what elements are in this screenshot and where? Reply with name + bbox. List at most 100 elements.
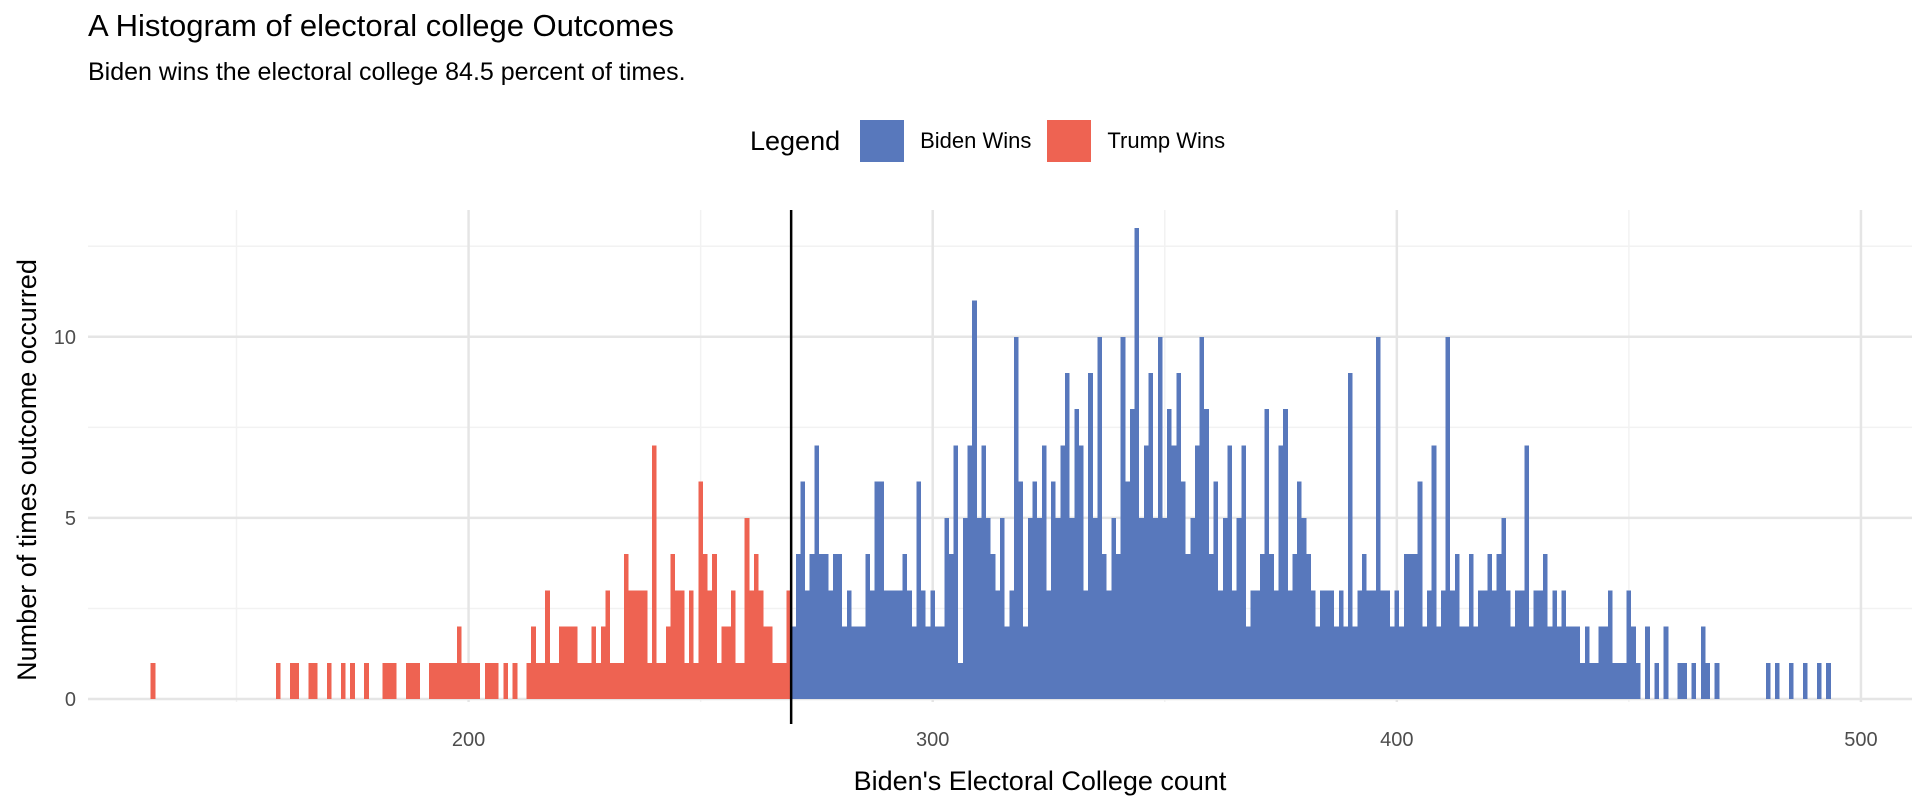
histogram-bar xyxy=(605,590,611,699)
histogram-bar xyxy=(925,626,931,699)
histogram-bar xyxy=(1106,590,1112,699)
histogram-bar xyxy=(1143,445,1149,699)
histogram-bar xyxy=(1663,626,1669,699)
histogram-bar xyxy=(888,590,894,699)
histogram-bar xyxy=(1385,590,1390,699)
histogram-bar xyxy=(1018,481,1024,699)
histogram-bar xyxy=(818,554,824,699)
histogram-bar xyxy=(535,662,541,699)
histogram-bar xyxy=(781,662,787,699)
histogram-bar xyxy=(716,662,722,699)
histogram-bar xyxy=(642,590,648,699)
histogram-bar xyxy=(990,554,996,699)
histogram-bar xyxy=(1505,590,1511,699)
histogram-bar xyxy=(786,590,792,699)
histogram-bar xyxy=(860,626,866,699)
histogram-bar xyxy=(689,590,694,699)
histogram-bar xyxy=(865,554,871,699)
histogram-bar xyxy=(767,626,773,699)
histogram-bar xyxy=(1041,445,1047,699)
histogram-bar xyxy=(698,481,703,699)
histogram-bar xyxy=(661,662,666,699)
histogram-bar xyxy=(1413,554,1418,699)
histogram-bar xyxy=(1775,662,1780,699)
histogram-bar xyxy=(624,554,629,699)
histogram-bar xyxy=(1069,517,1075,699)
histogram-bar xyxy=(1802,662,1808,699)
histogram-bar xyxy=(735,662,741,699)
histogram-bar xyxy=(512,662,518,699)
histogram-bar xyxy=(916,481,922,699)
histogram-bar xyxy=(1329,590,1335,699)
histogram-bar xyxy=(494,662,499,699)
histogram-bar xyxy=(591,626,597,699)
histogram-bar xyxy=(842,626,847,699)
histogram-bar xyxy=(930,590,936,699)
histogram-bar xyxy=(1139,517,1144,699)
histogram-bar xyxy=(327,662,332,699)
histogram-bar xyxy=(740,662,745,699)
histogram-bar xyxy=(897,590,903,699)
histogram-bar xyxy=(1491,590,1497,699)
histogram-bar xyxy=(1004,626,1010,699)
histogram-bar xyxy=(1454,554,1460,699)
x-axis-ticks: 200 300 400 500 xyxy=(452,729,1878,751)
histogram-bar xyxy=(1264,409,1270,699)
histogram-bar xyxy=(1482,590,1488,699)
histogram-bar xyxy=(614,662,620,699)
histogram-bar xyxy=(1594,662,1599,699)
histogram-bar xyxy=(577,662,583,699)
histogram-bar xyxy=(962,517,968,699)
histogram-bar xyxy=(721,626,727,699)
histogram-bar xyxy=(651,445,657,699)
histogram-bar xyxy=(1631,626,1636,699)
histogram-bar xyxy=(1366,590,1372,699)
histogram-bar xyxy=(1556,626,1562,699)
histogram-bar xyxy=(1552,590,1557,699)
histogram-bar xyxy=(837,554,843,699)
histogram-bar xyxy=(582,662,587,699)
histogram-bar xyxy=(415,662,420,699)
histogram-bar xyxy=(684,662,690,699)
histogram-bar xyxy=(656,662,662,699)
histogram-bar xyxy=(610,662,615,699)
histogram-bar xyxy=(1612,662,1618,699)
histogram-bar xyxy=(902,554,908,699)
histogram-bar xyxy=(1468,554,1474,699)
histogram-bar xyxy=(763,626,768,699)
histogram-bar xyxy=(967,445,973,699)
histogram-bar xyxy=(1000,517,1005,699)
histogram-bar xyxy=(1102,554,1107,699)
histogram-bar xyxy=(939,626,945,699)
histogram-bar xyxy=(1097,336,1103,699)
histogram-bar xyxy=(1055,517,1061,699)
histogram-bar xyxy=(1046,590,1052,699)
histogram-bar xyxy=(1417,481,1423,699)
histogram-bar xyxy=(1009,590,1014,699)
histogram-bar xyxy=(289,662,295,699)
histogram-bar xyxy=(958,662,963,699)
histogram-bar xyxy=(948,554,954,699)
y-axis-ticks: 0 5 10 xyxy=(54,327,76,711)
histogram-bar xyxy=(540,662,546,699)
histogram-bar xyxy=(1162,517,1168,699)
histogram-bar xyxy=(772,662,778,699)
x-tick-label: 400 xyxy=(1380,729,1413,751)
histogram-bar xyxy=(1399,626,1404,699)
histogram-bar xyxy=(1561,590,1567,699)
histogram-bar xyxy=(1352,626,1358,699)
histogram-bar xyxy=(1621,662,1627,699)
histogram-bar xyxy=(1310,590,1316,699)
histogram-bar xyxy=(832,554,838,699)
histogram-bar xyxy=(712,554,717,699)
histogram-bar xyxy=(600,626,606,699)
histogram-bar xyxy=(1023,626,1028,699)
histogram-bar xyxy=(475,662,481,699)
histogram-bar xyxy=(726,626,731,699)
histogram-bar xyxy=(1580,662,1585,699)
y-axis-title: Number of times outcome occurred xyxy=(12,259,42,681)
histogram-bar xyxy=(1208,554,1214,699)
histogram-bar xyxy=(1626,590,1632,699)
histogram-bar xyxy=(675,590,680,699)
histogram-bar xyxy=(1603,626,1608,699)
